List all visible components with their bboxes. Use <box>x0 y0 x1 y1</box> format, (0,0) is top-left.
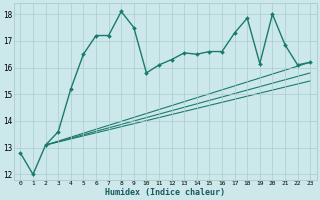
X-axis label: Humidex (Indice chaleur): Humidex (Indice chaleur) <box>105 188 225 197</box>
